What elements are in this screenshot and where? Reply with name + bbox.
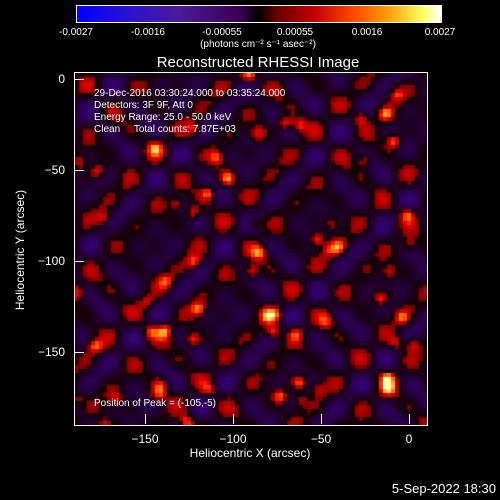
colorbar bbox=[76, 5, 442, 23]
colorbar-unit-label: (photons cm⁻² s⁻¹ asec⁻²) bbox=[200, 39, 316, 50]
colorbar-tick-label: -0.0016 bbox=[131, 27, 165, 38]
colorbar-tick-label: -0.00055 bbox=[202, 27, 242, 38]
info-time-range: 29-Dec-2016 03:30:24.000 to 03:35:24.000 bbox=[94, 88, 286, 99]
x-tick-label: 0 bbox=[405, 432, 413, 446]
info-detectors: Detectors: 3F 9F, Att 0 bbox=[94, 100, 193, 111]
x-tick-label: −50 bbox=[310, 432, 332, 446]
y-tick-label: −100 bbox=[37, 254, 65, 268]
colorbar-tick-label: 0.00055 bbox=[276, 27, 314, 38]
heatmap-canvas bbox=[75, 73, 427, 425]
y-axis-label: Heliocentric Y (arcsec) bbox=[13, 189, 27, 311]
plot-title: Reconstructed RHESSI Image bbox=[156, 54, 360, 71]
x-tick-label: −100 bbox=[219, 432, 247, 446]
info-energy-range: Energy Range: 25.0 - 50.0 keV bbox=[94, 112, 232, 123]
colorbar-tick-label: -0.0027 bbox=[59, 27, 93, 38]
y-tick-label: 0 bbox=[58, 72, 65, 86]
y-tick-mark bbox=[74, 79, 84, 80]
colorbar-tick-label: 0.0016 bbox=[351, 27, 383, 38]
y-tick-label: −50 bbox=[44, 163, 65, 177]
info-counts: Clean Total counts: 7.87E+03 bbox=[94, 124, 236, 135]
x-tick-label: −150 bbox=[131, 432, 159, 446]
x-tick-mark bbox=[145, 414, 146, 424]
y-tick-mark bbox=[74, 170, 84, 171]
colorbar-tick-label: 0.0027 bbox=[424, 27, 456, 38]
info-peak-position: Position of Peak = (-105,-5) bbox=[94, 398, 217, 409]
x-tick-mark bbox=[321, 414, 322, 424]
rhessi-image bbox=[74, 72, 428, 426]
x-axis-label: Heliocentric X (arcsec) bbox=[189, 446, 311, 460]
y-tick-label: −150 bbox=[37, 345, 65, 359]
timestamp: 5-Sep-2022 18:30 bbox=[391, 481, 496, 496]
y-tick-mark bbox=[74, 261, 84, 262]
y-tick-mark bbox=[74, 352, 84, 353]
x-tick-mark bbox=[233, 414, 234, 424]
x-tick-mark bbox=[409, 414, 410, 424]
